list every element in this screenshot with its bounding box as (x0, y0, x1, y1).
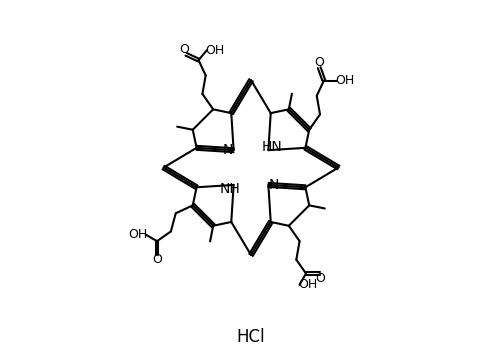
Text: HN: HN (261, 139, 282, 154)
Text: O: O (152, 253, 162, 266)
Text: O: O (314, 56, 324, 69)
Text: N: N (222, 143, 233, 157)
Text: OH: OH (128, 228, 147, 241)
Text: OH: OH (297, 278, 317, 291)
Text: NH: NH (219, 182, 240, 195)
Text: O: O (314, 272, 324, 285)
Text: N: N (268, 178, 279, 192)
Text: HCl: HCl (236, 328, 265, 346)
Text: OH: OH (335, 74, 354, 87)
Text: O: O (179, 43, 189, 56)
Text: OH: OH (205, 44, 224, 57)
